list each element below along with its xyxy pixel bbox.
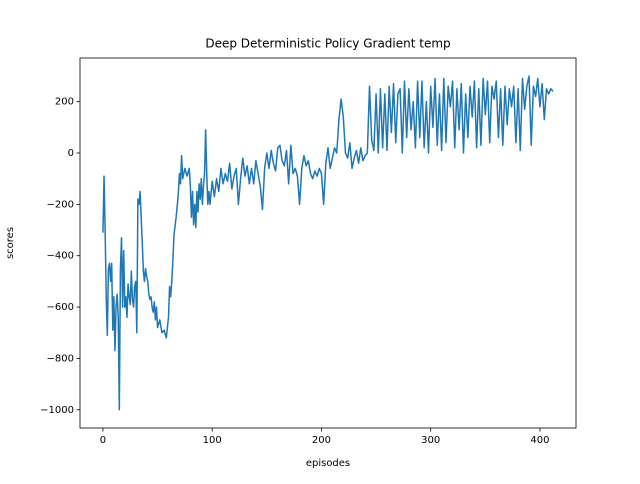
- y-tick-label: −200: [47, 199, 74, 210]
- x-tick-label: 400: [530, 435, 549, 446]
- y-axis-label: scores: [5, 227, 16, 259]
- data-line: [102, 75, 554, 411]
- y-tick-label: 0: [68, 148, 74, 159]
- y-tick-label: 200: [55, 97, 74, 108]
- y-tick-label: −600: [47, 302, 74, 313]
- y-tick-label: −400: [47, 251, 74, 262]
- x-tick-label: 100: [203, 435, 222, 446]
- x-tick-label: 300: [421, 435, 440, 446]
- plot-frame: [79, 57, 577, 429]
- y-tick-label: −800: [47, 353, 74, 364]
- x-axis-label: episodes: [306, 458, 350, 469]
- y-tick-label: −1000: [40, 405, 74, 416]
- x-tick-label: 0: [100, 435, 106, 446]
- x-tick-label: 200: [312, 435, 331, 446]
- chart-title: Deep Deterministic Policy Gradient temp: [205, 37, 450, 51]
